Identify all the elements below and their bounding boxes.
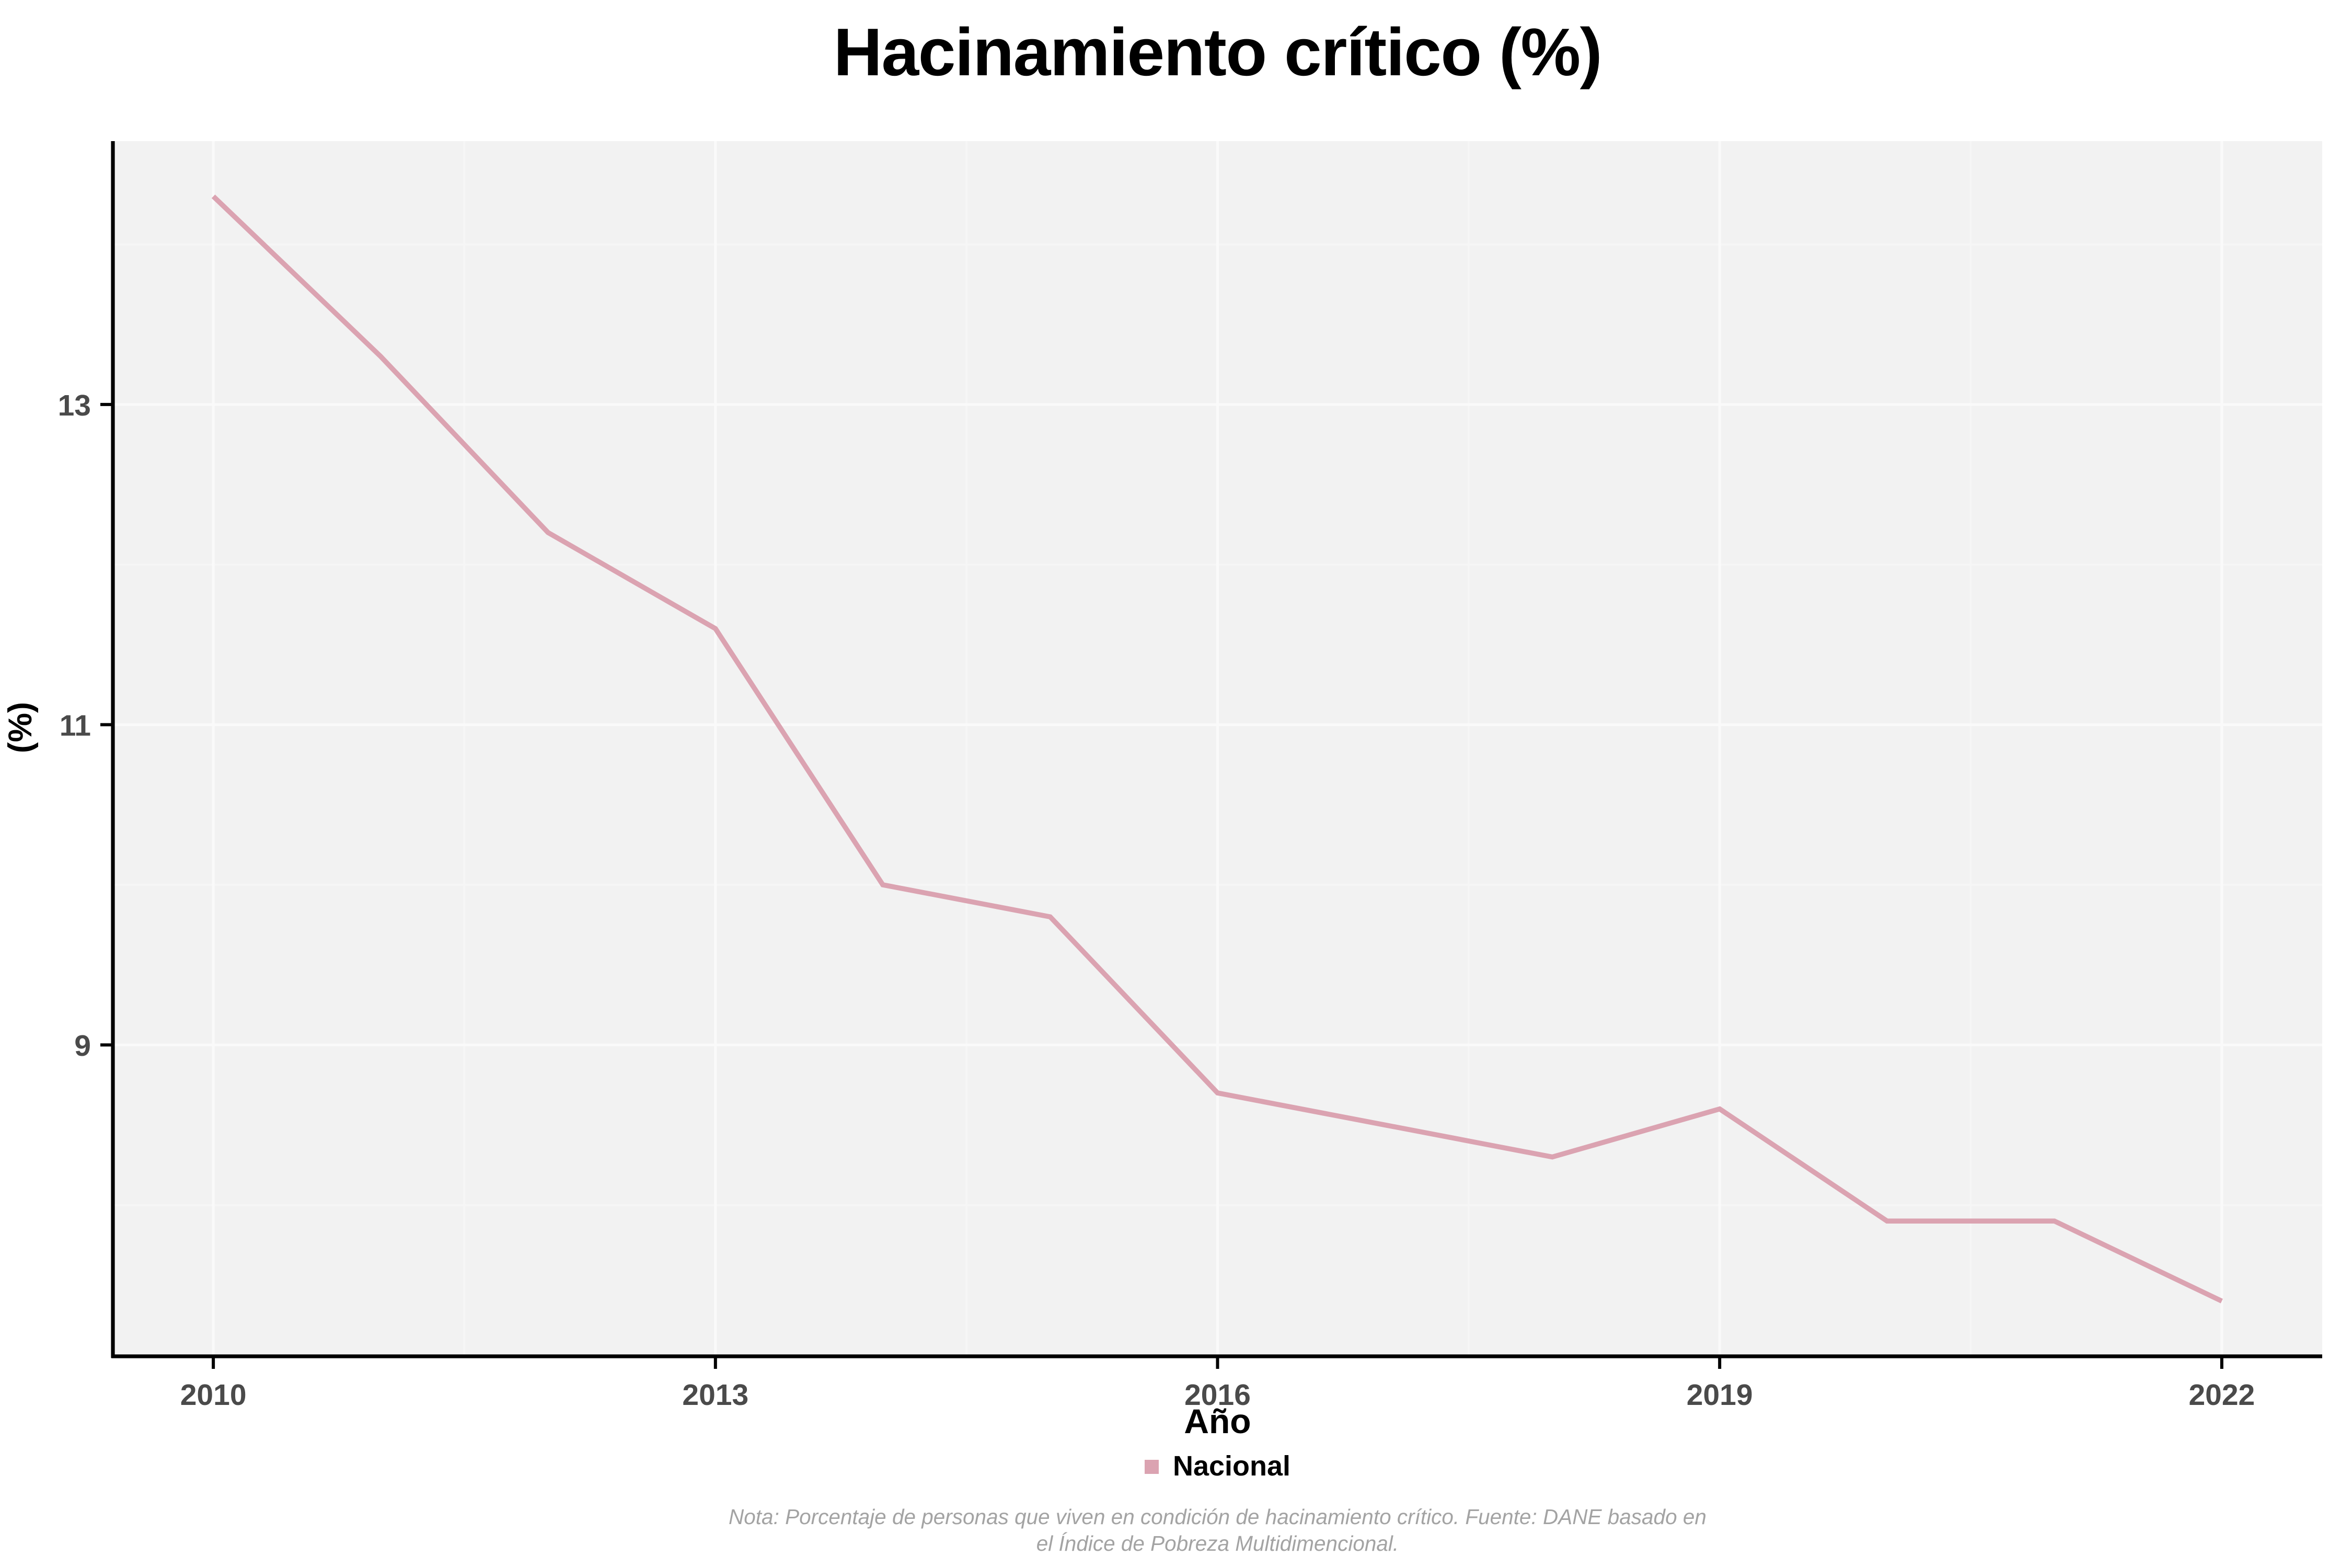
y-tick-label: 13 [58, 389, 91, 422]
x-tick-label: 2013 [682, 1378, 748, 1412]
x-tick-label: 2022 [2188, 1378, 2255, 1412]
legend-swatch-nacional [1144, 1460, 1159, 1474]
y-axis-label: (%) [3, 702, 39, 754]
y-tick-label: 11 [60, 709, 91, 743]
x-tick-label: 2016 [1184, 1378, 1251, 1412]
y-tick-label: 9 [74, 1029, 91, 1063]
x-tick-label: 2010 [180, 1378, 247, 1412]
series-line-nacional [211, 194, 2223, 1304]
legend: Nacional [113, 1450, 2322, 1483]
source-note-line2: el Índice de Pobreza Multidimencional. [1036, 1532, 1399, 1555]
chart-title: Hacinamiento crítico (%) [833, 16, 1602, 91]
legend-label-nacional: Nacional [1172, 1450, 1291, 1482]
source-note-line1: Nota: Porcentaje de personas que viven e… [729, 1505, 1707, 1529]
x-axis-label: Año [1184, 1402, 1251, 1441]
x-tick-label: 2019 [1687, 1378, 1753, 1412]
